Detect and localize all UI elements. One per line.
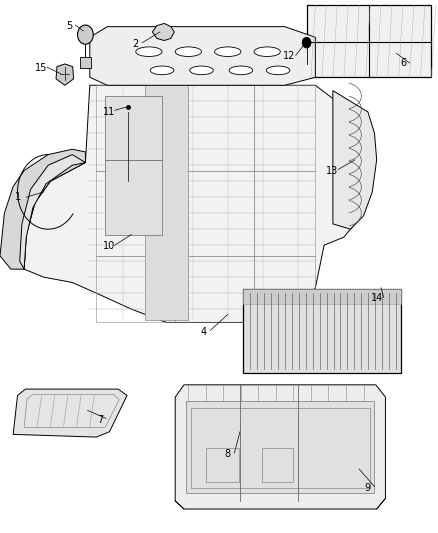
Text: 10: 10 (102, 241, 115, 251)
Polygon shape (13, 389, 127, 437)
Circle shape (302, 37, 311, 48)
Polygon shape (105, 96, 162, 160)
Circle shape (78, 25, 93, 44)
Text: 14: 14 (371, 294, 384, 303)
Ellipse shape (254, 47, 280, 56)
Polygon shape (243, 289, 401, 373)
Polygon shape (307, 5, 431, 77)
Ellipse shape (266, 66, 290, 75)
Polygon shape (243, 289, 401, 304)
Text: 13: 13 (326, 166, 338, 175)
Polygon shape (152, 23, 174, 41)
Text: 8: 8 (225, 449, 231, 459)
Polygon shape (333, 91, 377, 229)
Text: 1: 1 (14, 192, 21, 202)
Text: 5: 5 (66, 21, 72, 30)
Text: 2: 2 (133, 39, 139, 49)
Text: 7: 7 (97, 415, 103, 425)
Polygon shape (24, 85, 372, 322)
Polygon shape (80, 57, 91, 68)
Text: 15: 15 (35, 63, 47, 72)
Ellipse shape (175, 47, 201, 56)
Polygon shape (20, 155, 85, 269)
Polygon shape (0, 149, 85, 269)
Polygon shape (175, 385, 385, 509)
Text: 12: 12 (283, 51, 295, 61)
Ellipse shape (215, 47, 241, 56)
Polygon shape (105, 160, 162, 235)
Text: 6: 6 (400, 58, 406, 68)
Ellipse shape (190, 66, 213, 75)
Polygon shape (90, 27, 315, 85)
Text: 4: 4 (201, 327, 207, 336)
Ellipse shape (136, 47, 162, 56)
Polygon shape (56, 64, 74, 85)
Text: 11: 11 (102, 107, 115, 117)
Polygon shape (145, 85, 188, 320)
Text: 9: 9 (365, 483, 371, 492)
Polygon shape (186, 401, 374, 493)
Ellipse shape (229, 66, 253, 75)
Ellipse shape (150, 66, 174, 75)
